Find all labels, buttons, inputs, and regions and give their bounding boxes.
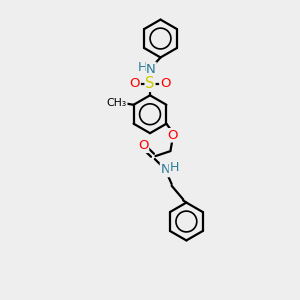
Text: H: H [137,61,147,74]
Text: CH₃: CH₃ [107,98,127,108]
Text: N: N [146,62,156,76]
Text: O: O [138,139,148,152]
Text: H: H [169,161,179,174]
Text: O: O [167,129,178,142]
Text: O: O [160,77,170,90]
Text: S: S [145,76,155,91]
Text: N: N [160,164,170,176]
Text: O: O [130,77,140,90]
